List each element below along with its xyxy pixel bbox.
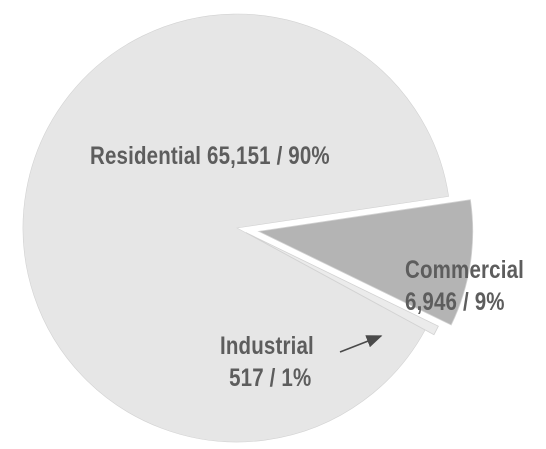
commercial-label-value: 6,946 / 9%	[405, 288, 505, 316]
commercial-slice	[257, 199, 474, 326]
industrial-label-value: 517 / 1%	[229, 364, 312, 392]
commercial-slice-label: Commercial 6,946 / 9%	[405, 254, 524, 318]
industrial-slice	[245, 232, 439, 336]
industrial-arrow	[339, 335, 383, 353]
residential-slice	[22, 13, 449, 443]
residential-slice-label: Residential 65,151 / 90%	[90, 142, 330, 170]
pie-slices	[22, 13, 474, 443]
commercial-label-name: Commercial	[405, 256, 525, 284]
industrial-label-name: Industrial	[220, 332, 314, 360]
industrial-slice-label: Industrial 517 / 1%	[220, 330, 314, 394]
